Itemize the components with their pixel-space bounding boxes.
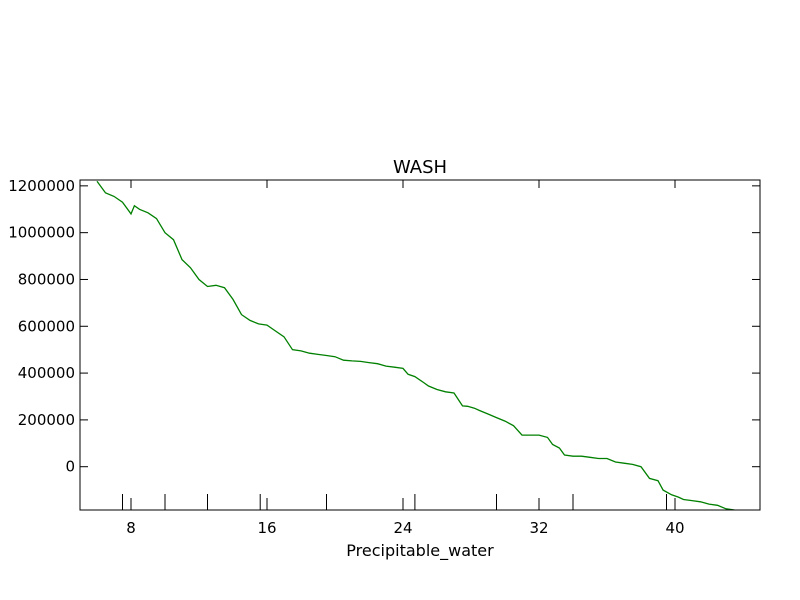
x-tick-label: 32 bbox=[529, 519, 548, 537]
y-tick-label: 0 bbox=[65, 458, 75, 476]
y-tick-label: 400000 bbox=[18, 364, 75, 382]
chart-title: WASH bbox=[393, 157, 447, 178]
series-line-0 bbox=[96, 180, 735, 510]
y-tick-label: 800000 bbox=[18, 270, 75, 288]
x-tick-label: 8 bbox=[126, 519, 136, 537]
y-tick-label: 1200000 bbox=[8, 177, 75, 195]
x-axis-label: Precipitable_water bbox=[346, 541, 494, 561]
plot-frame bbox=[79, 179, 761, 511]
x-tick-label: 16 bbox=[257, 519, 276, 537]
x-tick-label: 24 bbox=[393, 519, 412, 537]
y-tick-label: 600000 bbox=[18, 317, 75, 335]
tick-marks bbox=[80, 180, 760, 510]
series-layer bbox=[96, 180, 735, 510]
x-tick-label: 40 bbox=[665, 519, 684, 537]
y-tick-label: 1000000 bbox=[8, 224, 75, 242]
y-tick-label: 200000 bbox=[18, 411, 75, 429]
tick-labels: 8 16 24 32 40 0 200000 400000 600000 800000 100000… bbox=[8, 177, 684, 537]
